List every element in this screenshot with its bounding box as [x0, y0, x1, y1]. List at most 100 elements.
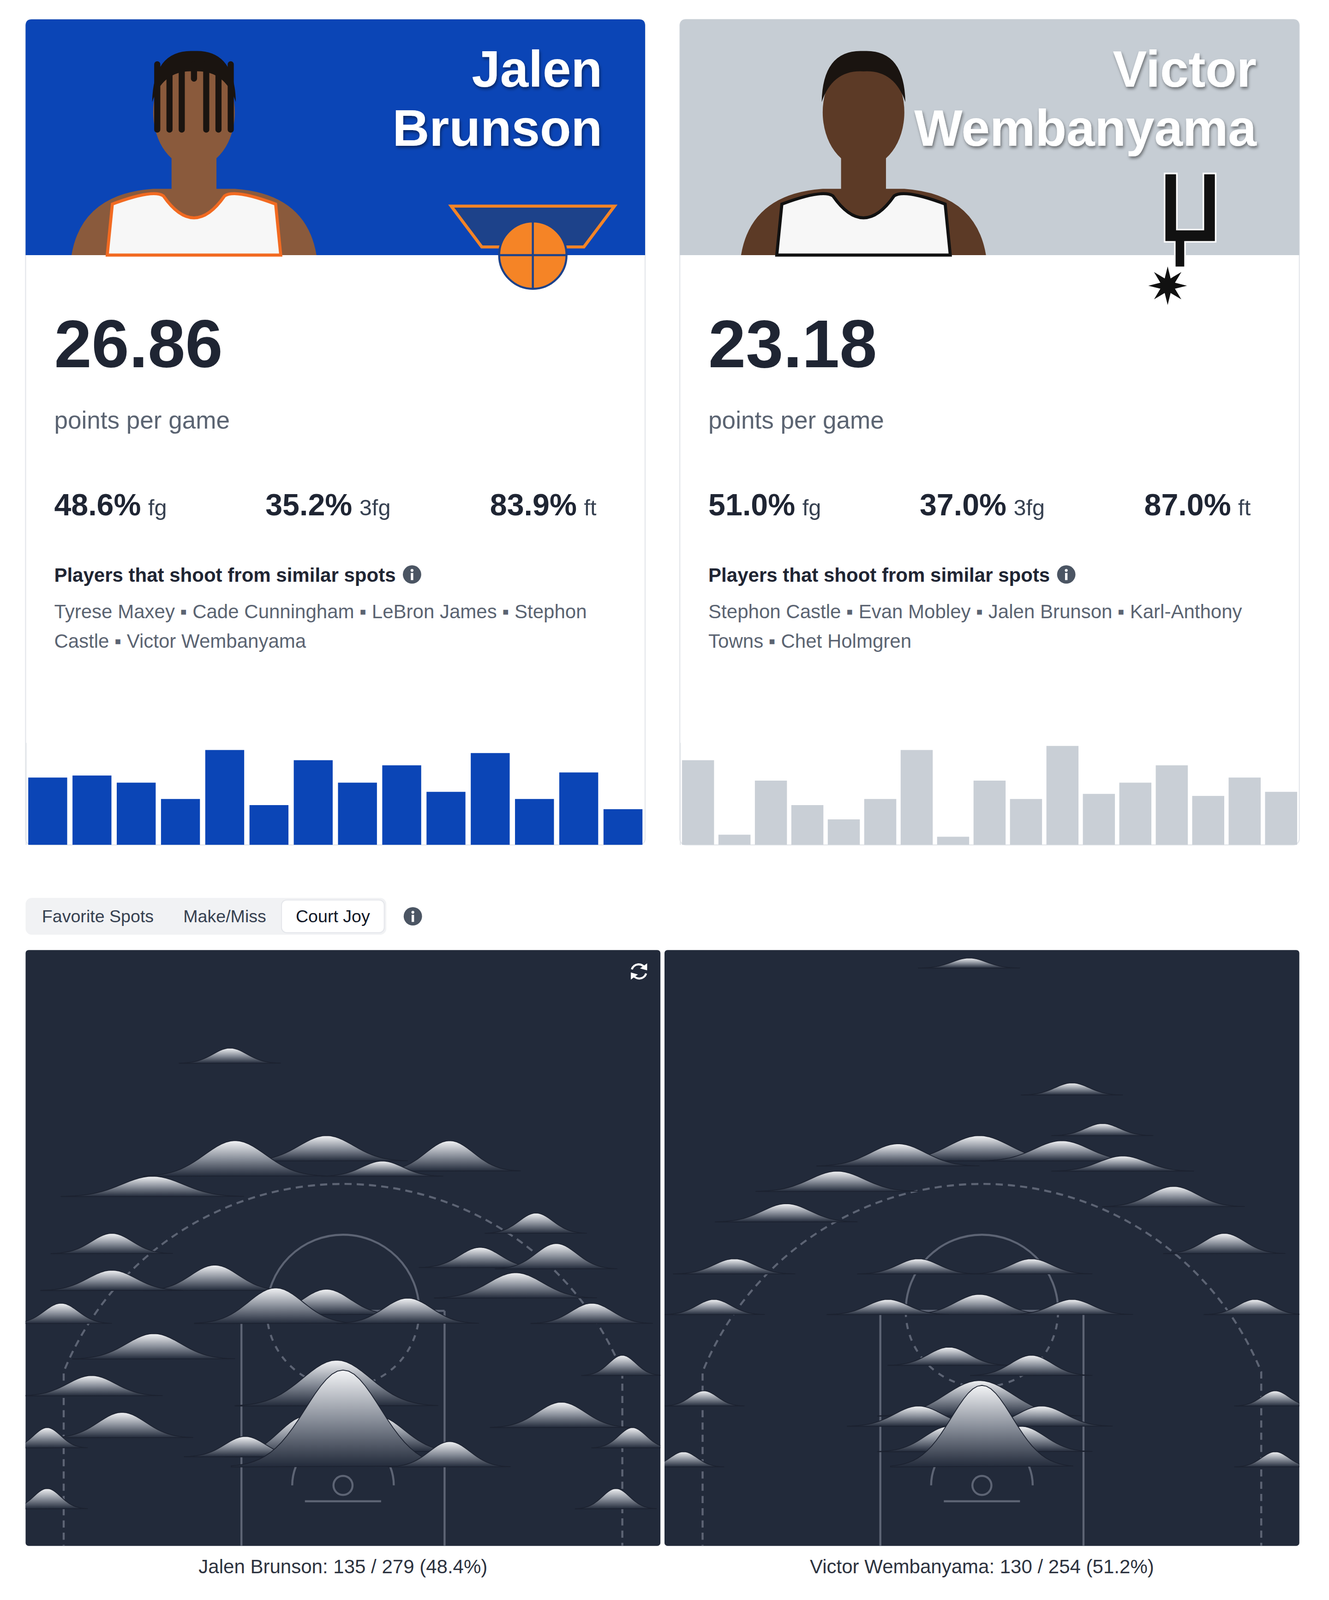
tab[interactable]: Make/Miss	[183, 906, 267, 927]
tabs: Favorite Spots Make/Miss Court Joy	[25, 897, 422, 935]
court-panel	[642, 950, 1316, 1553]
shot-ridge	[484, 1213, 587, 1234]
hair	[821, 50, 906, 102]
similar-player: Stephon	[508, 600, 587, 623]
shot-ridge	[434, 1272, 597, 1299]
three-point-line	[63, 1184, 623, 1547]
bar	[937, 837, 970, 846]
bar	[205, 750, 245, 846]
shot-ridge	[1203, 1299, 1300, 1315]
stat-value: 51.0%	[708, 487, 796, 522]
court-caption: Jalen Brunson: 135 / 279 (48.4%)	[198, 1556, 488, 1578]
similar-player: Wembanyama	[175, 630, 306, 653]
separator: ▪	[763, 630, 776, 653]
shot-ridge	[1102, 1186, 1245, 1207]
shot-ridge	[495, 1243, 617, 1270]
bar	[754, 780, 787, 845]
separator: ▪	[840, 600, 854, 623]
ridges	[25, 1048, 661, 1510]
refresh-arrow	[630, 972, 638, 980]
stat-value: 48.6%	[53, 487, 141, 522]
stat-value: 87.0%	[1144, 487, 1232, 522]
value-axis	[679, 742, 681, 845]
shot-ridge	[490, 1402, 633, 1428]
tab[interactable]: Court Joy	[295, 906, 371, 927]
shot-ridge	[60, 1176, 244, 1197]
braid	[227, 61, 234, 133]
court-caption: Victor Wembanyama: 130 / 254 (51.2%)	[809, 1556, 1155, 1578]
similar-player: Brunson	[1034, 600, 1113, 623]
stat-label: ft	[583, 495, 597, 521]
shot-ridge	[755, 1171, 919, 1192]
info-bar	[410, 573, 414, 581]
rim	[972, 1476, 992, 1496]
shot-ridge	[890, 1385, 1074, 1468]
similar-player: Karl-Anthony	[1124, 600, 1243, 623]
shot-ridge	[40, 1270, 183, 1291]
shot-ridge	[970, 1258, 1093, 1275]
shot-ridge	[194, 1287, 357, 1324]
similar-player: Mobley	[902, 600, 971, 623]
similar-player: Maxey	[112, 600, 175, 623]
logo-star	[1145, 263, 1191, 309]
similar-line: Castle ▪ Victor Wembanyama	[53, 630, 306, 653]
shot-ridge	[531, 1303, 653, 1324]
bar	[337, 782, 377, 845]
shot-ridge	[908, 1294, 1051, 1315]
similar-player: Evan	[853, 600, 903, 623]
backboard	[305, 1500, 382, 1503]
shot-ridge	[664, 1390, 745, 1407]
shot-ridge	[143, 1140, 327, 1177]
tab-active[interactable]	[281, 900, 385, 934]
ppg-label: points per game	[53, 406, 230, 434]
ppg: 23.18	[708, 306, 877, 382]
bar	[249, 805, 289, 845]
shot-ridge	[25, 1303, 112, 1324]
shot-ridge	[321, 1161, 444, 1177]
card-header	[25, 19, 646, 256]
headshot	[71, 50, 317, 256]
shot-ridge	[25, 1375, 163, 1396]
similar-player: Jalen	[982, 600, 1035, 623]
bar	[293, 760, 333, 846]
last-name: Wembanyama	[914, 99, 1258, 157]
similar-player: Tyrese	[53, 600, 113, 623]
shot-ridge	[826, 1299, 949, 1315]
refresh-icon[interactable]	[630, 963, 647, 980]
ppg: 26.86	[53, 306, 223, 382]
bar	[1192, 796, 1225, 845]
jersey	[107, 193, 281, 256]
tab[interactable]: Favorite Spots	[41, 906, 154, 927]
similar-player: Castle	[53, 630, 109, 653]
similar-line: Tyrese Maxey ▪ Cade Cunningham ▪ LeBron …	[53, 600, 587, 623]
shot-ridge	[1051, 1155, 1194, 1172]
bar	[827, 819, 860, 845]
braid	[203, 61, 210, 133]
shot-ridge	[388, 1441, 511, 1467]
info-icon	[1057, 565, 1076, 584]
separator: ▪	[354, 600, 367, 623]
similar-player: Stephon	[708, 600, 781, 623]
page: JalenBrunson 26.86 points per game 48.6% fg 3…	[0, 0, 1329, 1600]
court-panel	[6, 950, 673, 1553]
three-point-line	[702, 1184, 1262, 1547]
similar-player: Victor	[121, 630, 176, 653]
bars	[682, 746, 1298, 846]
refresh-arrow	[640, 963, 647, 971]
separator: ▪	[174, 600, 188, 623]
tab-bar	[25, 897, 387, 935]
bar	[382, 765, 421, 846]
stat-label: fg	[802, 495, 822, 521]
player-card: JalenBrunson26.86points per game48.6%fg3…	[25, 19, 646, 845]
bar	[559, 772, 599, 845]
shot-ridge	[25, 1427, 88, 1449]
bar	[603, 809, 643, 845]
card	[679, 19, 1300, 845]
bar	[864, 799, 897, 846]
shot-ridge	[918, 957, 1020, 969]
backboard	[943, 1500, 1020, 1503]
stat-value: 37.0%	[919, 487, 1007, 522]
lane-line	[443, 1311, 446, 1546]
separator: ▪	[108, 630, 122, 653]
bar	[1046, 746, 1079, 846]
